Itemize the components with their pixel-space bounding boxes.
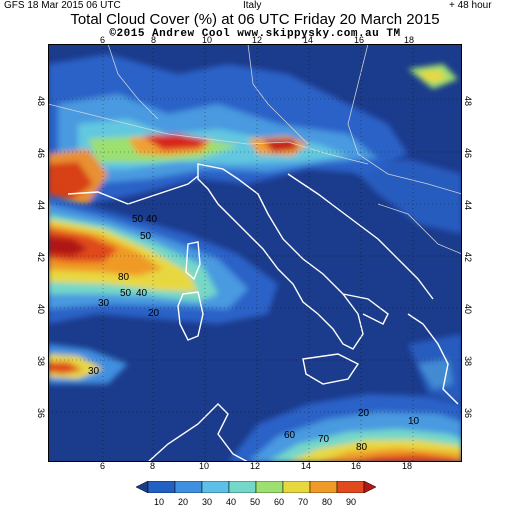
lon-tick-bottom: 10: [199, 461, 210, 471]
lat-tick-right: 40: [463, 303, 474, 315]
country-borders: [48, 44, 462, 255]
map-border: [48, 44, 462, 462]
legend-color-swatch: [174, 481, 203, 493]
contour-label: 60: [284, 430, 296, 441]
lon-tick-top: 8: [151, 35, 157, 45]
legend-color-swatch: [336, 481, 365, 493]
coastlines: [67, 163, 459, 462]
legend-colorbar: [136, 481, 376, 493]
legend-color-swatch: [147, 481, 176, 493]
legend-color-swatch: [201, 481, 230, 493]
lon-tick-top: 6: [100, 35, 106, 45]
lat-tick-left: 44: [36, 199, 47, 211]
credit-line: ©2015 Andrew Cool www.skippysky.com.au T…: [109, 28, 401, 40]
lat-tick-left: 48: [36, 95, 47, 107]
cloud-cover-map: 50 40 50 80 50 40 30 20 30 20 70 80 60 1…: [48, 44, 462, 462]
legend-color-swatch: [255, 481, 284, 493]
contour-label: 20: [358, 408, 370, 419]
lon-tick-bottom: 16: [351, 461, 362, 471]
contour-label: 30: [98, 298, 110, 309]
legend-level-label: 90: [345, 497, 356, 507]
legend-level-label: 80: [321, 497, 332, 507]
lat-tick-right: 44: [463, 199, 474, 211]
contour-label: 30: [88, 366, 100, 377]
lat-tick-left: 46: [36, 147, 47, 159]
region-label: Italy: [243, 0, 262, 11]
legend-level-label: 60: [273, 497, 284, 507]
lat-tick-right: 36: [463, 407, 474, 419]
cloud-band-south: [228, 394, 462, 462]
lon-tick-top: 12: [252, 35, 263, 45]
lon-tick-top: 10: [202, 35, 213, 45]
contour-label: 80: [118, 272, 130, 283]
lat-tick-right: 38: [463, 355, 474, 367]
legend-color-swatch: [282, 481, 311, 493]
lon-tick-top: 18: [404, 35, 415, 45]
cloud-field-shapes: [48, 54, 458, 214]
contour-label: 70: [318, 434, 330, 445]
legend-level-label: 50: [249, 497, 260, 507]
contour-label: 50: [120, 288, 132, 299]
legend-level-label: 40: [225, 497, 236, 507]
lat-tick-left: 40: [36, 303, 47, 315]
lon-tick-bottom: 8: [150, 461, 156, 471]
legend-color-swatch: [363, 481, 376, 493]
contour-label: 50: [140, 231, 152, 242]
map-title: Total Cloud Cover (%) at 06 UTC Friday 2…: [70, 11, 440, 28]
legend-level-label: 70: [297, 497, 308, 507]
lat-tick-left: 38: [36, 355, 47, 367]
lon-tick-bottom: 12: [250, 461, 261, 471]
cloud-field-sw: [48, 344, 128, 384]
contour-labels: 50 40 50 80 50 40 30 20 30 20 70 80 60 1…: [88, 214, 420, 453]
graticule: [48, 44, 462, 462]
forecast-hour-label: + 48 hour: [449, 0, 492, 11]
lat-tick-left: 36: [36, 407, 47, 419]
lat-tick-right: 42: [463, 251, 474, 263]
contour-label: 10: [408, 416, 420, 427]
contour-label: 40: [136, 288, 148, 299]
legend-level-label: 10: [153, 497, 164, 507]
legend-color-swatch: [228, 481, 257, 493]
lon-tick-top: 16: [354, 35, 365, 45]
legend-color-swatch: [309, 481, 338, 493]
model-run-label: GFS 18 Mar 2015 06 UTC: [4, 0, 121, 11]
lon-tick-bottom: 14: [301, 461, 312, 471]
lon-tick-bottom: 18: [402, 461, 413, 471]
legend-level-label: 30: [201, 497, 212, 507]
contour-label: 20: [148, 308, 160, 319]
contour-label: 50: [132, 214, 144, 225]
lat-tick-right: 48: [463, 95, 474, 107]
contour-label: 40: [146, 214, 158, 225]
cloud-band-west: [48, 194, 278, 324]
lat-tick-right: 46: [463, 147, 474, 159]
lon-tick-top: 14: [303, 35, 314, 45]
legend-level-label: 20: [177, 497, 188, 507]
lat-tick-left: 42: [36, 251, 47, 263]
legend-color-swatch: [136, 481, 149, 493]
lon-tick-bottom: 6: [100, 461, 106, 471]
contour-label: 80: [356, 442, 368, 453]
